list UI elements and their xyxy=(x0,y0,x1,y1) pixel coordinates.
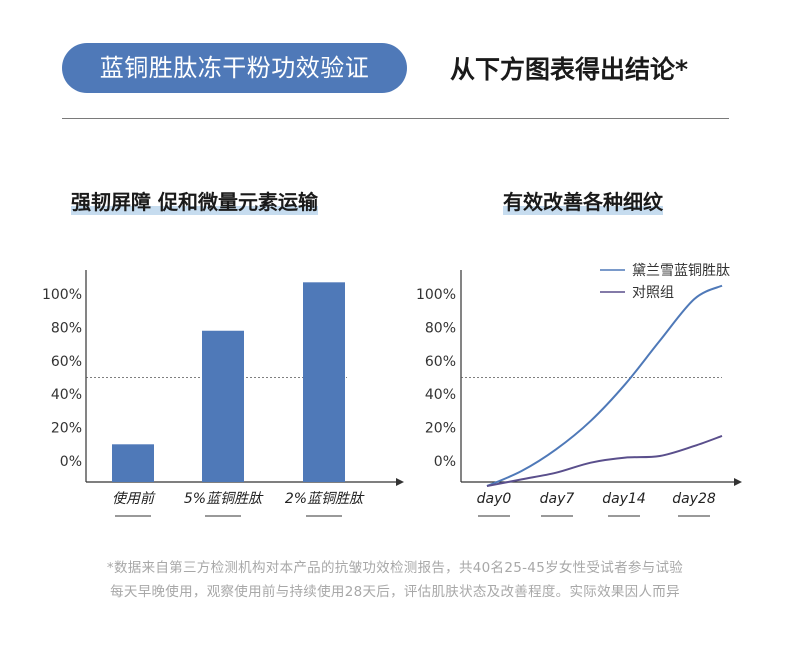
x-axis-arrow xyxy=(396,478,404,486)
y-tick-label: 100% xyxy=(42,287,82,303)
bar xyxy=(202,330,244,482)
y-tick-label: 60% xyxy=(425,354,456,370)
bar xyxy=(303,282,345,482)
bar-chart: 100% 80% 60% 40% 20% 0% 使用前 5%蓝铜胜肽 2%蓝铜胜肽 xyxy=(42,270,404,517)
line-chart-title-text: 有效改善各种细纹 xyxy=(503,190,663,214)
legend-label: 对照组 xyxy=(632,285,674,301)
bar xyxy=(112,444,154,482)
line-chart-title: 有效改善各种细纹 xyxy=(503,185,663,219)
y-tick-label: 0% xyxy=(60,454,82,470)
title-highlight xyxy=(503,206,663,215)
y-tick-label: 0% xyxy=(434,454,456,470)
divider xyxy=(62,118,729,119)
y-tick-label: 20% xyxy=(51,421,82,437)
y-tick-label: 80% xyxy=(425,320,456,336)
bar-chart-title-text: 强韧屏障 促和微量元素运输 xyxy=(71,190,318,214)
series-line-product xyxy=(486,284,723,487)
x-axis-arrow xyxy=(734,478,742,486)
x-tick-label: day7 xyxy=(540,491,575,507)
series-line-control xyxy=(486,435,723,488)
y-tick-label: 20% xyxy=(425,421,456,437)
conclusion-heading: 从下方图表得出结论* xyxy=(450,55,689,84)
y-tick-label: 40% xyxy=(425,387,456,403)
legend-label: 黛兰雪蓝铜胜肽 xyxy=(632,263,730,279)
y-tick-label: 100% xyxy=(416,287,456,303)
footnote-line-1: *数据来自第三方检测机构对本产品的抗皱功效检测报告，共40名25-45岁女性受试… xyxy=(106,560,684,576)
page-title-pill: 蓝铜胜肽冻干粉功效验证 xyxy=(62,43,407,93)
y-tick-label: 80% xyxy=(51,320,82,336)
y-tick-label: 60% xyxy=(51,354,82,370)
line-chart: 100% 80% 60% 40% 20% 0% day0 day7 day14 day28 黛兰雪蓝… xyxy=(416,263,742,517)
x-tick-label: 使用前 xyxy=(112,491,156,507)
x-tick-label: day14 xyxy=(602,491,646,507)
bar-chart-title: 强韧屏障 促和微量元素运输 xyxy=(71,185,318,219)
footnote-line-2: 每天早晚使用，观察使用前与持续使用28天后，评估肌肤状态及改善程度。实际效果因人… xyxy=(110,584,680,600)
y-tick-label: 40% xyxy=(51,387,82,403)
x-tick-label: 5%蓝铜胜肽 xyxy=(184,491,264,507)
title-highlight xyxy=(71,206,318,215)
x-tick-label: day0 xyxy=(477,491,512,507)
x-tick-label: 2%蓝铜胜肽 xyxy=(285,491,365,507)
x-tick-label: day28 xyxy=(672,491,716,507)
